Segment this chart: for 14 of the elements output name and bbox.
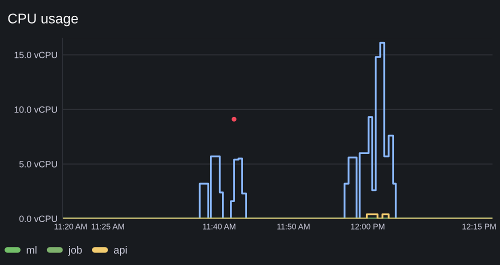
x-tick-label: 12:15 PM: [462, 224, 496, 230]
y-tick-label: 10.0 vCPU: [14, 106, 57, 113]
x-tick-label: 11:50 AM: [277, 224, 310, 230]
x-tick-label: 11:20 AM: [54, 224, 87, 230]
x-tick-label: 12:00 PM: [351, 224, 384, 230]
legend-label: api: [114, 246, 127, 256]
chart-title: CPU usage: [8, 14, 78, 26]
legend-label: ml: [26, 246, 36, 254]
y-tick-label: 5.0 vCPU: [19, 160, 57, 168]
x-tick-label: 11:25 AM: [92, 224, 124, 230]
x-tick-label: 11:40 AM: [203, 224, 236, 230]
y-tick-label: 0.0 vCPU: [19, 216, 57, 222]
y-tick-label: 15.0 vCPU: [14, 52, 57, 58]
legend-label: job: [68, 246, 82, 256]
